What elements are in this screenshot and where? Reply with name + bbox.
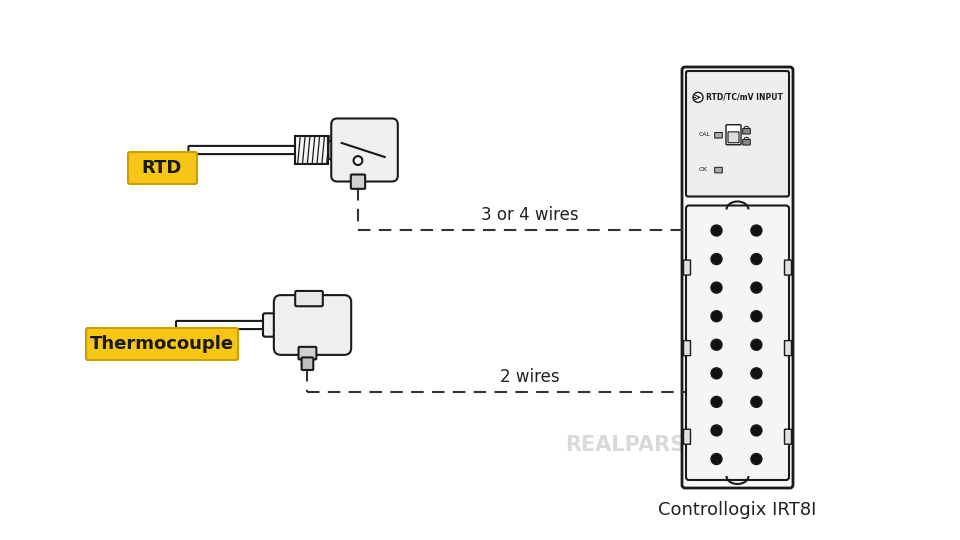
FancyBboxPatch shape xyxy=(684,260,690,275)
Circle shape xyxy=(711,254,722,265)
FancyBboxPatch shape xyxy=(686,71,789,197)
Text: Thermocouple: Thermocouple xyxy=(90,335,234,353)
Circle shape xyxy=(751,339,762,350)
Circle shape xyxy=(711,225,722,236)
FancyBboxPatch shape xyxy=(684,341,690,356)
Circle shape xyxy=(711,282,722,293)
Circle shape xyxy=(711,425,722,436)
Text: CAL: CAL xyxy=(699,132,711,137)
Circle shape xyxy=(751,282,762,293)
Polygon shape xyxy=(328,139,337,160)
FancyBboxPatch shape xyxy=(728,132,739,143)
Text: 2 wires: 2 wires xyxy=(500,368,560,386)
Circle shape xyxy=(711,396,722,407)
FancyBboxPatch shape xyxy=(682,67,793,488)
FancyBboxPatch shape xyxy=(301,357,313,370)
FancyBboxPatch shape xyxy=(331,118,397,181)
Circle shape xyxy=(711,368,722,379)
FancyBboxPatch shape xyxy=(299,347,317,360)
FancyBboxPatch shape xyxy=(784,429,791,444)
Circle shape xyxy=(711,454,722,464)
Text: RTD: RTD xyxy=(142,159,182,177)
FancyBboxPatch shape xyxy=(274,295,351,355)
Text: RTD/TC/mV INPUT: RTD/TC/mV INPUT xyxy=(706,93,782,102)
FancyBboxPatch shape xyxy=(176,321,266,329)
Circle shape xyxy=(751,396,762,407)
Circle shape xyxy=(693,92,703,103)
FancyBboxPatch shape xyxy=(86,328,238,360)
Text: Controllogix IRT8I: Controllogix IRT8I xyxy=(659,501,817,519)
Circle shape xyxy=(711,339,722,350)
FancyBboxPatch shape xyxy=(686,206,789,480)
Text: REALPARS: REALPARS xyxy=(564,435,685,455)
FancyBboxPatch shape xyxy=(295,291,323,306)
FancyBboxPatch shape xyxy=(714,132,722,138)
Circle shape xyxy=(751,310,762,322)
Circle shape xyxy=(751,225,762,236)
Text: OK: OK xyxy=(699,167,708,172)
Circle shape xyxy=(711,310,722,322)
Text: a: a xyxy=(743,129,747,135)
Text: 3 or 4 wires: 3 or 4 wires xyxy=(481,206,579,224)
FancyBboxPatch shape xyxy=(726,125,741,145)
FancyBboxPatch shape xyxy=(784,341,791,356)
FancyBboxPatch shape xyxy=(743,139,751,145)
Circle shape xyxy=(751,454,762,464)
Circle shape xyxy=(353,156,362,165)
FancyBboxPatch shape xyxy=(784,260,791,275)
Polygon shape xyxy=(295,136,328,164)
FancyBboxPatch shape xyxy=(128,152,197,184)
FancyBboxPatch shape xyxy=(684,429,690,444)
Circle shape xyxy=(751,254,762,265)
FancyBboxPatch shape xyxy=(188,146,296,154)
FancyBboxPatch shape xyxy=(743,129,751,134)
Circle shape xyxy=(751,425,762,436)
Circle shape xyxy=(751,368,762,379)
FancyBboxPatch shape xyxy=(350,174,365,189)
FancyBboxPatch shape xyxy=(263,313,283,336)
FancyBboxPatch shape xyxy=(714,167,722,173)
